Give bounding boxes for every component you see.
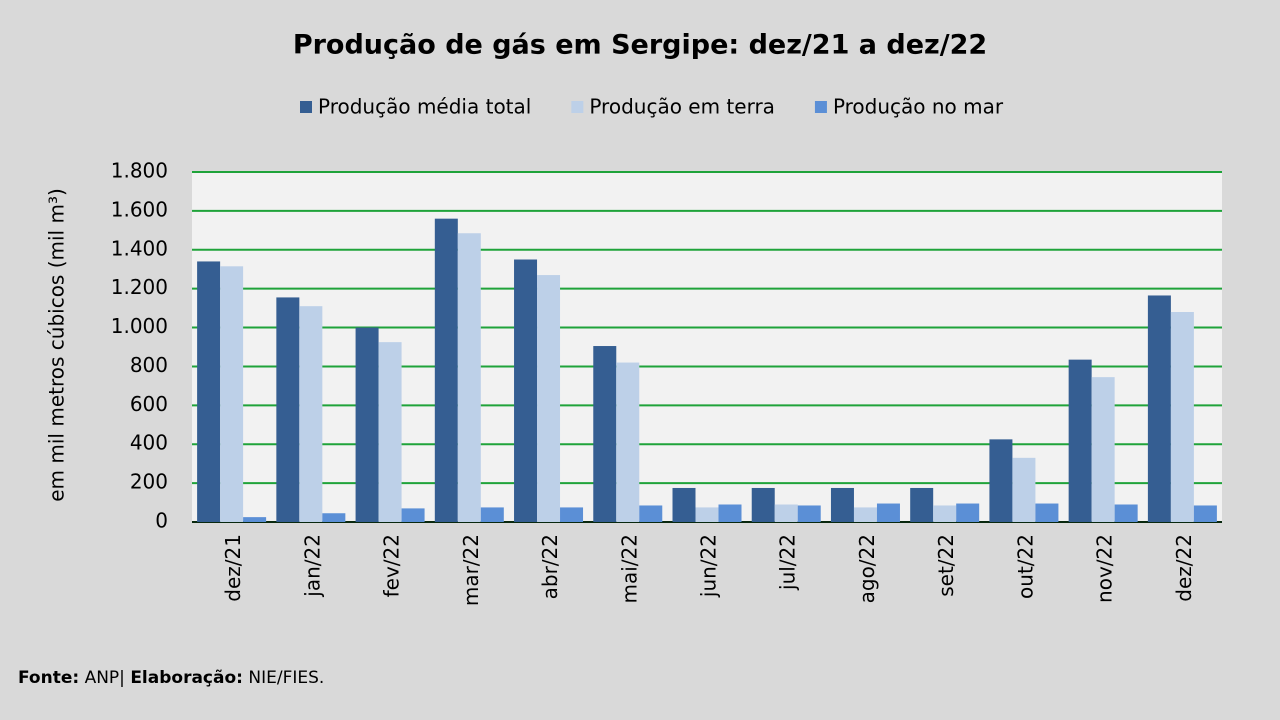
y-tick-label: 1.200 xyxy=(111,275,168,299)
bar xyxy=(1147,295,1171,522)
legend-label: Produção média total xyxy=(318,95,531,119)
y-tick-label: 0 xyxy=(155,509,168,533)
bar xyxy=(560,507,584,522)
bar xyxy=(989,439,1013,522)
bar xyxy=(1012,457,1036,522)
bar xyxy=(1091,377,1115,522)
y-tick-label: 1.600 xyxy=(111,197,168,221)
y-tick-label: 1.000 xyxy=(111,314,168,338)
footer-label: Elaboração: xyxy=(130,668,243,688)
bar xyxy=(355,327,379,522)
bar xyxy=(797,505,821,522)
y-tick-label: 200 xyxy=(130,470,168,494)
plot-area xyxy=(192,172,1222,522)
bar xyxy=(1193,505,1217,522)
x-tick-label: mar/22 xyxy=(459,534,483,606)
x-tick-label: ago/22 xyxy=(855,534,879,603)
x-tick-label: dez/21 xyxy=(221,534,245,602)
bar xyxy=(243,517,267,522)
bar xyxy=(639,505,663,522)
x-tick-label: jan/22 xyxy=(300,534,324,598)
bar xyxy=(1035,503,1059,522)
footer-text: ANP| xyxy=(85,668,125,688)
x-tick-label: abr/22 xyxy=(538,534,562,599)
bar xyxy=(401,508,425,522)
bar xyxy=(616,362,640,522)
bar xyxy=(537,275,561,522)
y-tick-label: 1.800 xyxy=(111,159,168,183)
x-tick-label: fev/22 xyxy=(380,534,404,597)
bar xyxy=(718,504,742,522)
bar xyxy=(876,503,900,522)
bar xyxy=(220,266,244,522)
y-axis-label: em mil metros cúbicos (mil m³) xyxy=(45,188,69,502)
bar xyxy=(853,507,877,522)
x-tick-label: mai/22 xyxy=(617,534,641,603)
y-tick-label: 400 xyxy=(130,431,168,455)
legend-label: Produção em terra xyxy=(589,95,775,119)
bar xyxy=(751,487,775,522)
bar xyxy=(299,306,323,522)
bar xyxy=(593,346,617,522)
bar xyxy=(695,507,719,522)
bar xyxy=(956,503,980,522)
x-tick-label: jun/22 xyxy=(697,534,721,598)
bar xyxy=(197,261,221,522)
bar xyxy=(457,233,481,522)
bar xyxy=(276,297,300,522)
bar xyxy=(434,218,458,522)
legend-swatch xyxy=(814,101,827,113)
chart-title: Produção de gás em Sergipe: dez/21 a dez… xyxy=(293,30,987,61)
x-tick-label: dez/22 xyxy=(1172,534,1196,602)
bar xyxy=(1114,504,1138,522)
x-tick-label: out/22 xyxy=(1013,534,1037,599)
bar xyxy=(480,507,504,522)
bar xyxy=(1170,312,1194,522)
bar xyxy=(378,342,402,522)
y-tick-label: 600 xyxy=(130,392,168,416)
footer: Fonte: ANP| Elaboração: NIE/FIES. xyxy=(18,668,324,688)
y-tick-label: 1.400 xyxy=(111,236,168,260)
footer-text: NIE/FIES. xyxy=(248,668,324,688)
footer-label: Fonte: xyxy=(18,668,79,688)
x-tick-label: jul/22 xyxy=(776,534,800,591)
legend-swatch xyxy=(300,101,312,113)
legend-label: Produção no mar xyxy=(833,95,1004,119)
bar xyxy=(1068,359,1092,522)
bar xyxy=(514,259,538,522)
bar xyxy=(322,513,346,522)
x-tick-label: set/22 xyxy=(934,534,958,597)
bar xyxy=(830,487,854,522)
bar xyxy=(933,505,957,522)
bar xyxy=(910,487,934,522)
bar xyxy=(774,504,798,522)
x-tick-label: nov/22 xyxy=(1093,534,1117,603)
legend-swatch xyxy=(571,101,584,113)
y-tick-label: 800 xyxy=(130,353,168,377)
bar xyxy=(672,487,696,522)
